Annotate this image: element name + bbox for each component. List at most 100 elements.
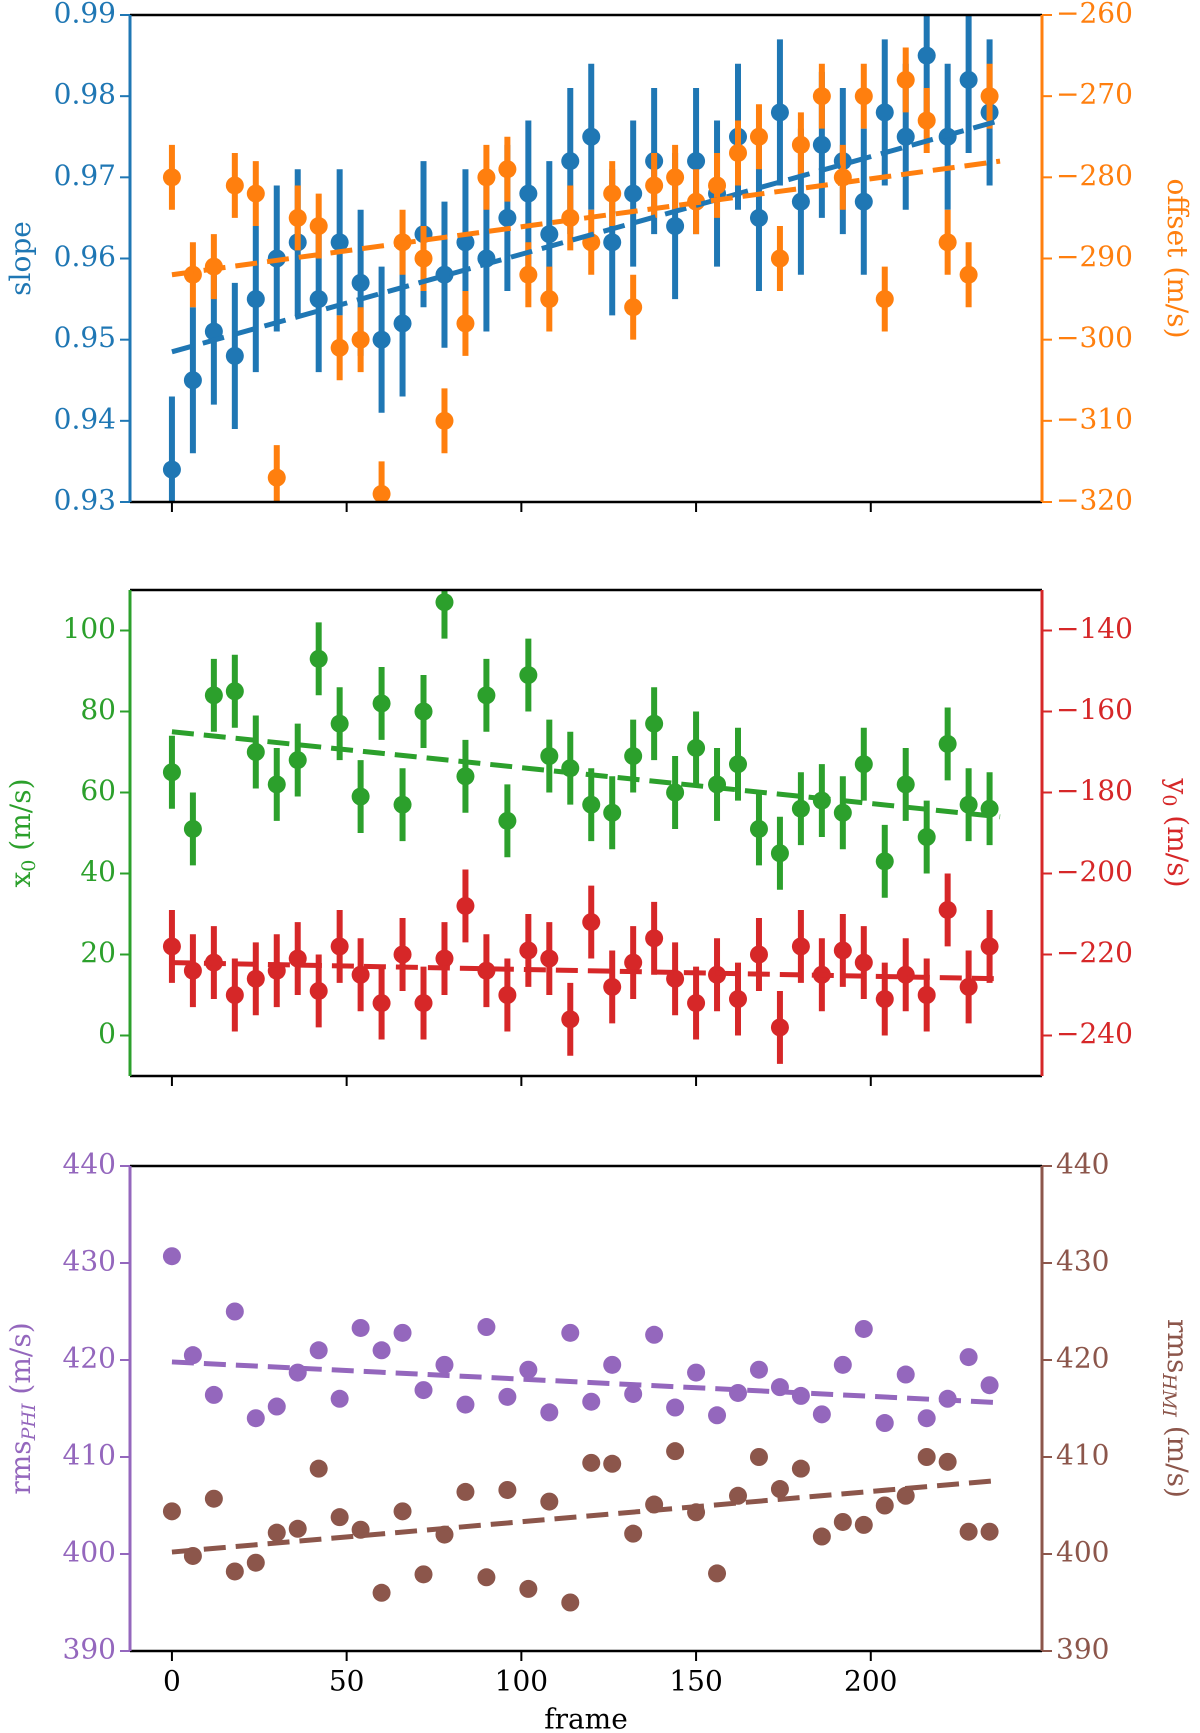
y-tick-label: 20 xyxy=(80,936,116,969)
point xyxy=(456,1395,475,1414)
point xyxy=(267,775,286,794)
y-tick-label: 430 xyxy=(63,1245,116,1278)
y-tick-label: 0.95 xyxy=(54,321,116,354)
y-axis-label: offset (m/s) xyxy=(1162,178,1195,338)
label-unit: (m/s) xyxy=(4,779,37,860)
point xyxy=(519,666,538,685)
point xyxy=(917,46,936,65)
y-tick-label: 430 xyxy=(1056,1245,1109,1278)
point xyxy=(456,233,475,252)
point xyxy=(162,168,181,187)
point xyxy=(225,346,244,365)
y-tick-label: −280 xyxy=(1056,159,1133,192)
point xyxy=(896,70,915,89)
y-tick-label: 40 xyxy=(80,855,116,888)
y-tick-label: −240 xyxy=(1056,1017,1133,1050)
point xyxy=(708,176,727,195)
point xyxy=(854,1515,873,1534)
point xyxy=(561,1010,580,1029)
point xyxy=(246,969,265,988)
point xyxy=(498,811,517,830)
point xyxy=(854,755,873,774)
point xyxy=(791,192,810,211)
point xyxy=(435,411,454,430)
y-tick-label: 440 xyxy=(63,1148,116,1181)
fit-line xyxy=(171,118,1001,355)
point xyxy=(435,949,454,968)
point xyxy=(225,682,244,701)
point xyxy=(875,103,894,122)
point xyxy=(393,314,412,333)
point xyxy=(435,1355,454,1374)
point xyxy=(749,127,768,146)
point xyxy=(519,1360,538,1379)
point xyxy=(854,87,873,106)
point xyxy=(225,176,244,195)
point xyxy=(393,1323,412,1342)
label-sub: 0 xyxy=(18,860,40,872)
x-tick-label: 150 xyxy=(669,1665,722,1698)
point xyxy=(980,1376,999,1395)
point xyxy=(791,1459,810,1478)
point xyxy=(183,819,202,838)
y-tick-label: −200 xyxy=(1056,855,1133,888)
point xyxy=(225,1562,244,1581)
point xyxy=(561,1323,580,1342)
point xyxy=(204,1489,223,1508)
point xyxy=(959,70,978,89)
point xyxy=(624,184,643,203)
point xyxy=(582,127,601,146)
point xyxy=(791,1386,810,1405)
point xyxy=(372,330,391,349)
point xyxy=(330,1389,349,1408)
point xyxy=(372,1583,391,1602)
point xyxy=(896,775,915,794)
y-tick-label: −300 xyxy=(1056,321,1133,354)
y-tick-label: 0.98 xyxy=(54,78,116,111)
point xyxy=(351,273,370,292)
point xyxy=(896,1486,915,1505)
y-tick-label: 410 xyxy=(1056,1439,1109,1472)
point xyxy=(288,751,307,770)
point xyxy=(603,977,622,996)
point xyxy=(519,184,538,203)
y-tick-label: −310 xyxy=(1056,402,1133,435)
y-tick-label: 400 xyxy=(1056,1536,1109,1569)
point xyxy=(687,738,706,757)
point xyxy=(749,819,768,838)
point xyxy=(959,265,978,284)
y-axis-label: x0 (m/s) xyxy=(4,779,41,888)
label-sub: HMI xyxy=(1158,1372,1180,1417)
label-base: rms xyxy=(1162,1319,1195,1373)
point xyxy=(330,937,349,956)
point xyxy=(875,1496,894,1515)
point xyxy=(582,1392,601,1411)
point xyxy=(603,233,622,252)
fit-line xyxy=(171,729,1001,820)
y-tick-label: 0.93 xyxy=(54,484,116,517)
point xyxy=(561,1593,580,1612)
y-tick-label: −320 xyxy=(1056,484,1133,517)
point xyxy=(225,1302,244,1321)
point xyxy=(372,1341,391,1360)
y-axis-label: y0 (m/s) xyxy=(1158,777,1195,887)
point xyxy=(288,1519,307,1538)
point xyxy=(351,1318,370,1337)
point xyxy=(687,994,706,1013)
point xyxy=(875,990,894,1009)
point xyxy=(540,290,559,309)
label-unit: (m/s) xyxy=(1162,1417,1195,1498)
point xyxy=(729,143,747,162)
label-unit: (m/s) xyxy=(1162,806,1195,887)
label-base: rms xyxy=(4,1440,37,1494)
point xyxy=(812,1527,831,1546)
fit-line xyxy=(171,960,1001,982)
x-tick-label: 0 xyxy=(163,1665,181,1698)
point xyxy=(812,135,831,154)
point xyxy=(687,1363,706,1382)
point xyxy=(833,803,852,822)
point xyxy=(603,1355,622,1374)
point xyxy=(246,184,265,203)
point xyxy=(645,714,664,733)
point xyxy=(917,1448,936,1466)
